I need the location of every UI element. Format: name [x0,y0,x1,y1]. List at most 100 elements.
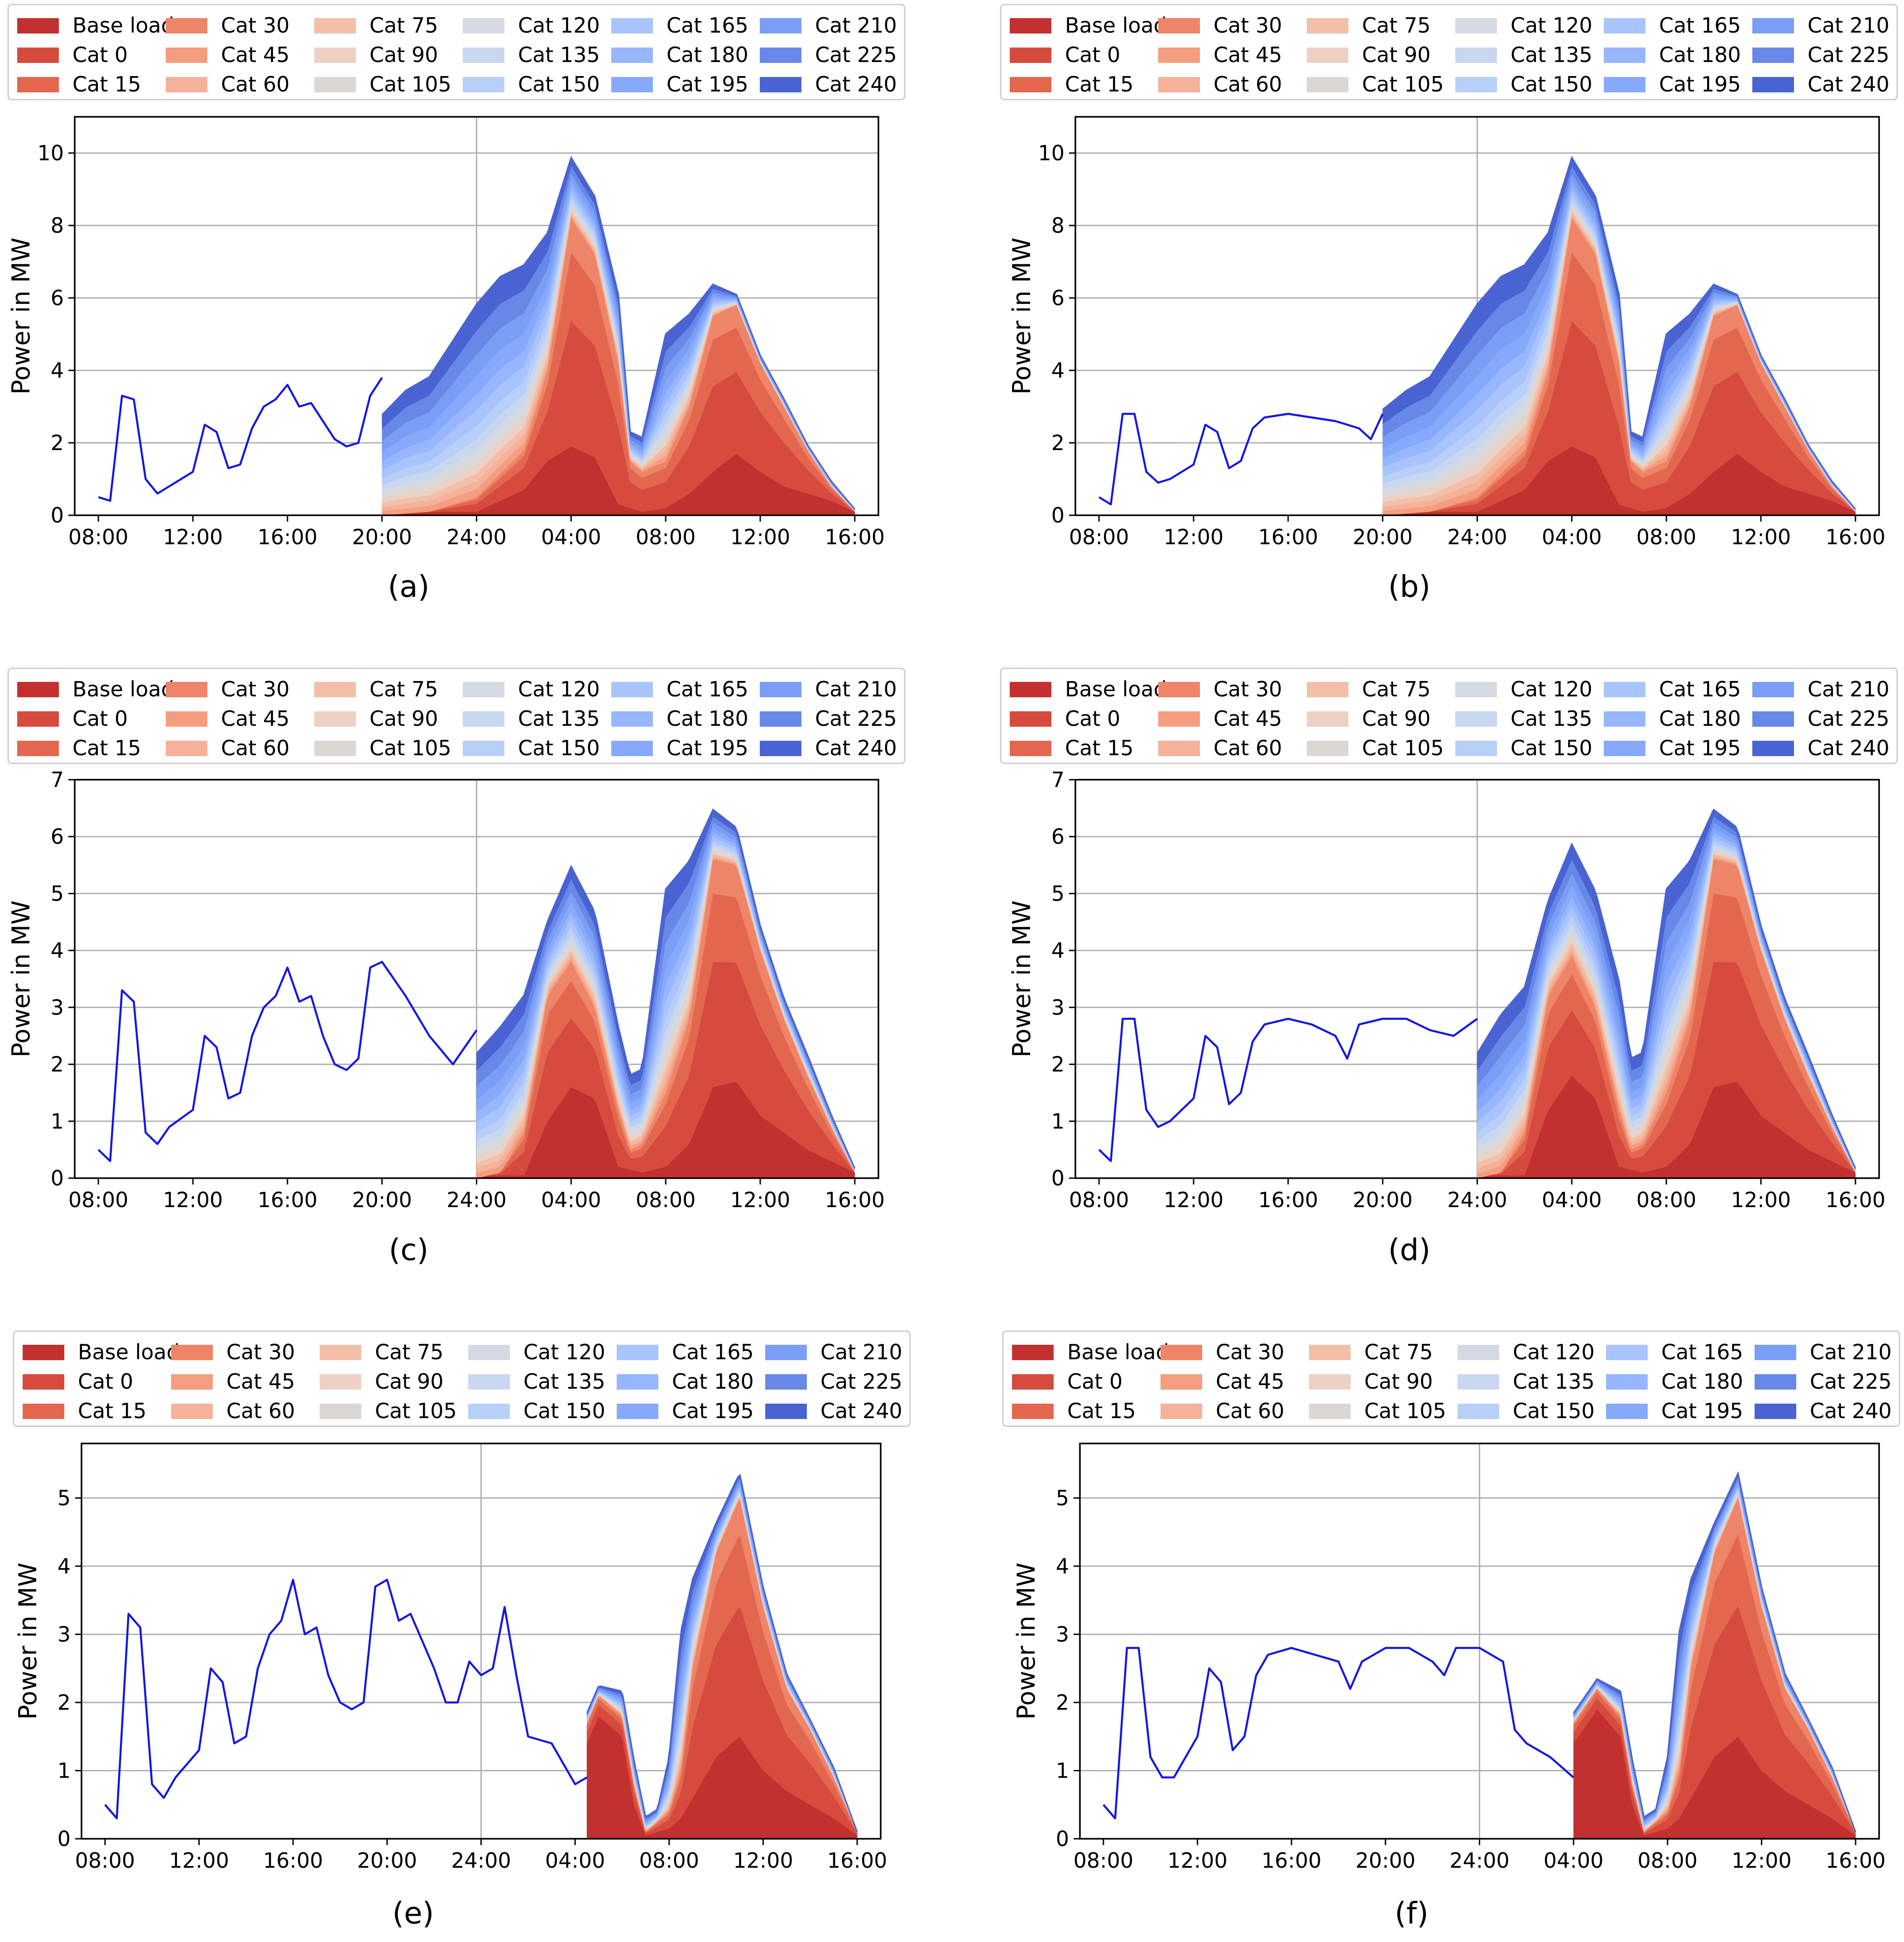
chart-panel-d: Base load Cat 0 Cat 15 Cat 30 Cat 45 Cat 60 Ca… [1000,667,1898,1267]
y-tick-label: 4 [1051,358,1065,383]
y-tick-label: 0 [51,503,64,527]
legend-swatch [1158,711,1200,727]
legend-swatch [1012,1374,1054,1390]
baseload-line [104,1578,588,1820]
y-tick-label: 2 [58,1690,71,1715]
legend-swatch [611,18,653,34]
x-tick-label: 12:00 [1731,525,1791,549]
legend-label: Cat 30 [1213,13,1282,38]
legend-swatch [1158,48,1200,63]
legend-frame [7,4,906,101]
legend-swatch [611,48,653,63]
legend-swatch [314,711,356,727]
legend-swatch [314,18,356,34]
y-tick-label: 6 [51,286,64,310]
legend-label: Cat 165 [667,13,748,38]
legend: Base load Cat 0 Cat 15 Cat 30 Cat 45 Cat 60 Ca… [1000,667,1898,764]
x-tick-label: 20:00 [352,525,412,549]
legend-label: Cat 60 [1213,736,1282,760]
legend-swatch [1010,711,1051,727]
x-tick-label: 04:00 [1544,1848,1604,1873]
x-tick-label: 16:00 [825,525,885,549]
legend-label: Cat 60 [1213,72,1282,96]
x-tick-label: 08:00 [636,1188,696,1212]
legend-label: Cat 30 [221,677,290,701]
legend-swatch [1309,1345,1351,1360]
legend-swatch [1010,741,1051,756]
stacked-areas [1573,1471,1856,1839]
y-tick-label: 2 [1056,1690,1069,1715]
y-tick-label: 6 [1051,286,1065,310]
legend-label: Cat 165 [1659,677,1741,701]
legend-swatch [1158,741,1200,756]
legend-swatch [1309,1374,1351,1390]
x-tick-label: 08:00 [75,1848,135,1873]
y-tick-label: 5 [1051,881,1065,906]
legend-swatch [17,18,59,34]
legend-swatch [611,711,653,727]
legend-label: Cat 135 [518,43,600,67]
legend-label: Cat 0 [1067,1369,1122,1394]
chart-panel-e: Base load Cat 0 Cat 15 Cat 30 Cat 45 Cat 60 Ca… [13,1330,911,1931]
legend-label: Cat 150 [518,736,600,760]
x-tick-label: 12:00 [1167,1848,1228,1873]
legend-swatch [171,1404,213,1419]
legend-swatch [1012,1345,1054,1360]
legend-swatch [617,1374,658,1390]
legend-label: Cat 105 [1364,1399,1446,1423]
legend-swatch [611,741,653,756]
legend-swatch [1455,48,1497,63]
legend-label: Cat 210 [1810,1340,1892,1364]
x-tick-label: 24:00 [451,1848,511,1873]
legend-label: Cat 225 [1810,1369,1892,1394]
legend-label: Cat 180 [672,1369,754,1394]
y-tick-label: 1 [1051,1109,1065,1133]
legend-label: Cat 45 [226,1369,295,1394]
legend-swatch [23,1374,64,1390]
legend-label: Cat 105 [375,1399,457,1423]
x-tick-label: 24:00 [446,1188,507,1212]
legend-label: Cat 105 [1362,736,1444,760]
y-tick-label: 0 [1051,1166,1065,1190]
legend-label: Cat 225 [820,1369,902,1394]
chart-panel-f: Base load Cat 0 Cat 15 Cat 30 Cat 45 Cat 60 Ca… [1002,1330,1900,1931]
legend-label: Cat 210 [820,1340,902,1364]
x-tick-label: 08:00 [639,1848,700,1873]
legend-label: Cat 165 [672,1340,754,1364]
legend-swatch [1158,77,1200,92]
y-tick-label: 5 [58,1486,71,1510]
legend-label: Cat 0 [78,1369,133,1394]
legend-label: Cat 180 [667,706,748,731]
x-tick-label: 08:00 [636,525,696,549]
legend-swatch [166,682,207,697]
legend-swatch [468,1404,510,1419]
x-tick-label: 12:00 [169,1848,229,1873]
legend-swatch [760,682,801,697]
legend-swatch [1604,682,1645,697]
legend-label: Cat 90 [369,43,438,67]
x-tick-label: 12:00 [163,525,223,549]
legend-label: Cat 195 [667,736,748,760]
legend-swatch [1010,77,1051,92]
legend-label: Cat 75 [369,13,438,38]
chart-panel-a: Base load Cat 0 Cat 15 Cat 30 Cat 45 Cat 60 Ca… [7,4,906,604]
y-tick-label: 3 [51,995,64,1020]
legend-swatch [617,1404,658,1419]
legend-label: Cat 150 [1513,1399,1595,1423]
legend-swatch [1158,18,1200,34]
legend-label: Cat 195 [672,1399,754,1423]
legend-label: Cat 240 [1808,736,1890,760]
x-tick-label: 12:00 [163,1188,223,1212]
total-outline [1477,808,1856,1169]
legend-label: Cat 225 [815,43,897,67]
legend-swatch [463,741,504,756]
y-tick-label: 0 [58,1827,71,1851]
stacked-areas [381,156,855,516]
legend-swatch [1752,682,1794,697]
legend-swatch [1458,1404,1499,1419]
legend-label: Cat 240 [1808,72,1890,96]
legend-label: Cat 135 [518,706,600,731]
panel-caption: (b) [1388,569,1430,604]
legend-swatch [463,48,504,63]
